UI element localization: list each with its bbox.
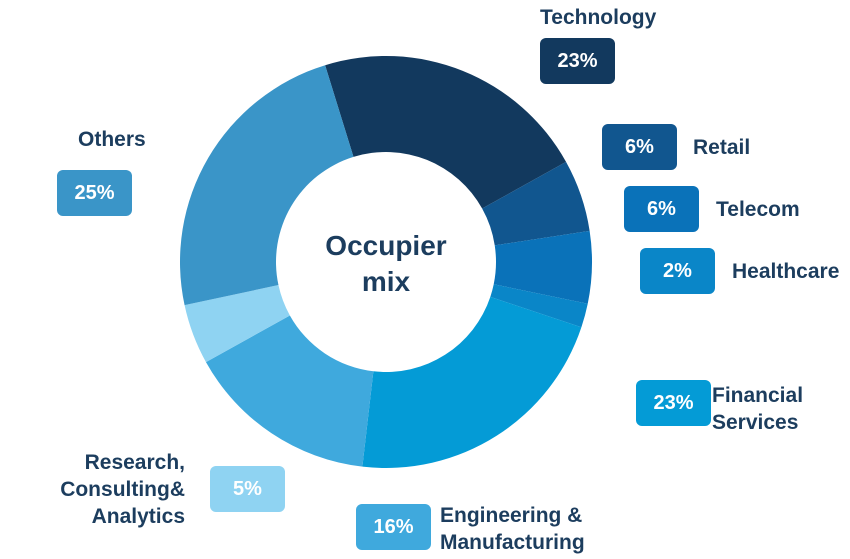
donut-slice	[205, 315, 374, 467]
value-label: 25%	[57, 170, 132, 216]
center-label: Occupier mix	[325, 230, 447, 297]
category-label: Retail	[693, 136, 751, 159]
donut-slice	[325, 55, 567, 209]
donut-slice	[493, 230, 592, 304]
value-label: 5%	[210, 466, 285, 512]
category-label: Financial Services	[712, 384, 804, 434]
donut-slice	[184, 285, 290, 363]
category-label: Healthcare	[732, 260, 840, 283]
category-label: Research, Consulting& Analytics	[60, 451, 185, 528]
donut-slice	[482, 161, 590, 246]
value-label: 23%	[636, 380, 711, 426]
value-label: 23%	[540, 38, 615, 84]
value-label: 16%	[356, 504, 431, 550]
category-label: Technology	[540, 6, 657, 29]
value-label: 6%	[602, 124, 677, 170]
donut-slice	[362, 296, 582, 469]
category-label: Others	[78, 128, 146, 151]
donut-slice	[180, 65, 354, 306]
value-label: 6%	[624, 186, 699, 232]
value-label: 2%	[640, 248, 715, 294]
donut-slice	[490, 284, 588, 328]
category-label: Telecom	[716, 198, 800, 221]
category-label: Engineering & Manufacturing	[440, 504, 585, 554]
